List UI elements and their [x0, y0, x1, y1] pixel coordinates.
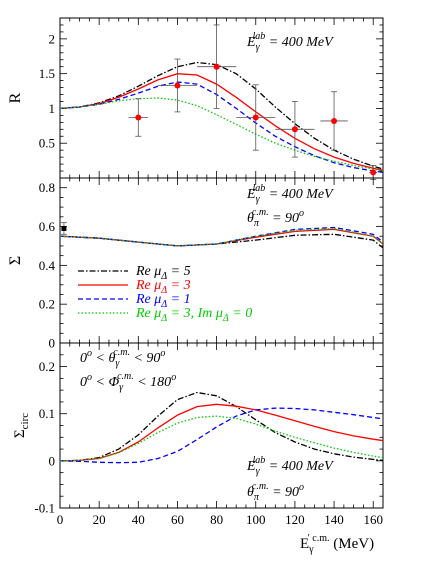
- y-axis-label: R: [7, 92, 24, 103]
- annotation: θπc.m. = 90o: [247, 481, 304, 503]
- x-tick-label: 120: [285, 512, 305, 527]
- series-line-4: [60, 97, 383, 172]
- series-line-2: [60, 403, 383, 462]
- series-line-1: [60, 233, 383, 249]
- x-tick-label: 160: [363, 512, 383, 527]
- y-tick-label: 0.1: [39, 406, 55, 421]
- data-point: [331, 117, 338, 124]
- y-tick-label: 0: [49, 336, 56, 351]
- x-tick-label: 40: [132, 512, 145, 527]
- annotation: Eγlab = 400 MeV: [246, 31, 334, 53]
- panel-1: 0.5 1 1.5 2 R Eγlab = 400 MeV: [7, 17, 384, 180]
- data-point: [252, 114, 259, 121]
- legend-entry: Re μΔ = 5: [135, 264, 191, 282]
- legend-entry: Re μΔ = 1: [135, 292, 191, 310]
- x-tick-label: 80: [210, 512, 223, 527]
- annotation: Eγlab = 400 MeV: [246, 183, 334, 205]
- plot-frame: [59, 342, 384, 509]
- annotation: θπc.m. = 90o: [247, 207, 304, 229]
- x-axis-label: Eγ′ c.m. (MeV): [300, 533, 374, 555]
- series-line-3: [60, 81, 383, 174]
- data-point: [174, 82, 181, 89]
- legend-entry: Re μΔ = 3: [135, 278, 191, 296]
- x-tick-label: 140: [324, 512, 344, 527]
- y-tick-label: -0.1: [34, 501, 55, 516]
- x-tick-label: 60: [171, 512, 184, 527]
- series-line-3: [60, 226, 383, 247]
- annotation: Eγlab = 400 MeV: [246, 455, 334, 477]
- data-point: [291, 126, 298, 133]
- x-tick-label: 0: [57, 512, 64, 527]
- series-line-4: [60, 415, 383, 462]
- condition-label: 0o < Φγc.m. < 180o: [80, 371, 176, 393]
- series-line-1: [60, 61, 383, 170]
- data-point: [135, 114, 142, 121]
- series-line-4: [60, 227, 383, 247]
- series-line-2: [60, 73, 383, 171]
- y-tick-label: 2: [49, 31, 56, 46]
- y-axis-label: Σ: [7, 256, 24, 265]
- x-tick-label: 20: [93, 512, 106, 527]
- data-point: [213, 63, 220, 70]
- x-tick-label: 100: [246, 512, 266, 527]
- data-point: [370, 169, 377, 176]
- y-tick-label: 1: [49, 101, 56, 116]
- condition-label: 0o < θγc.m. < 90o: [80, 347, 165, 369]
- y-tick-label: 0.2: [39, 359, 55, 374]
- y-tick-label: 1.5: [39, 66, 55, 81]
- y-tick-label: 0.4: [39, 258, 56, 273]
- series-line-3: [60, 407, 383, 464]
- y-tick-label: 0.6: [39, 219, 56, 234]
- data-point: [61, 225, 67, 231]
- y-tick-label: 0.5: [39, 136, 55, 151]
- y-tick-label: 0.2: [39, 297, 55, 312]
- y-tick-label: 0.8: [39, 180, 55, 195]
- y-tick-label: 0: [49, 453, 56, 468]
- y-axis-label: Σcirc: [12, 413, 31, 438]
- series-line-1: [60, 391, 383, 462]
- legend-entry: Re μΔ = 3, Im μΔ = 0: [135, 306, 252, 324]
